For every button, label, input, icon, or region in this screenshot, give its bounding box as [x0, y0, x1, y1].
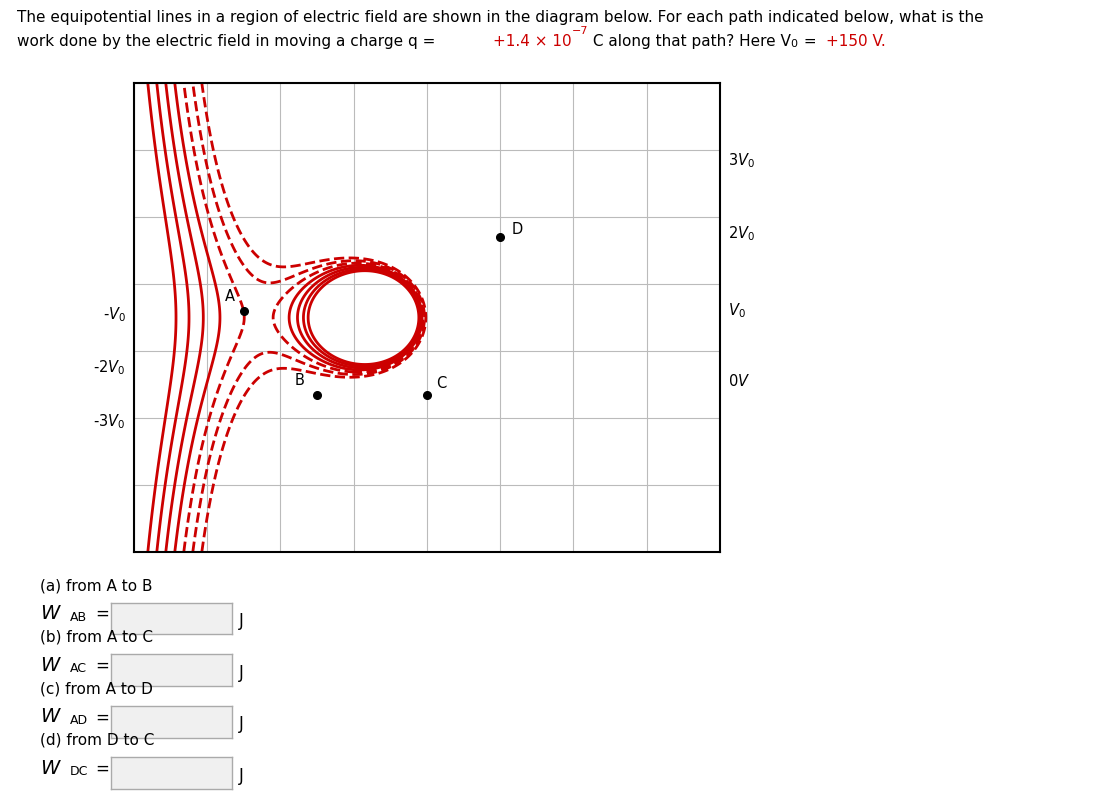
Text: $0V$: $0V$	[728, 373, 750, 389]
Text: (b) from A to C: (b) from A to C	[40, 630, 154, 645]
Text: =: =	[799, 34, 821, 49]
Text: J: J	[239, 612, 244, 630]
Text: C: C	[435, 376, 446, 391]
Text: D: D	[511, 222, 522, 237]
Text: $3V_0$: $3V_0$	[728, 151, 755, 170]
Text: $W$: $W$	[40, 656, 62, 675]
Text: The equipotential lines in a region of electric field are shown in the diagram b: The equipotential lines in a region of e…	[17, 10, 983, 25]
Text: $W$: $W$	[40, 759, 62, 778]
Text: $=$: $=$	[92, 656, 110, 674]
Text: AD: AD	[70, 714, 88, 727]
Text: $=$: $=$	[92, 604, 110, 622]
Text: -$2V_0$: -$2V_0$	[93, 358, 126, 377]
Text: AB: AB	[70, 611, 87, 623]
Text: (c) from A to D: (c) from A to D	[40, 681, 152, 696]
Text: 0: 0	[790, 39, 797, 49]
Text: $V_0$: $V_0$	[728, 302, 746, 320]
Text: (a) from A to B: (a) from A to B	[40, 578, 152, 593]
Text: AC: AC	[70, 662, 87, 675]
Text: +1.4 × 10: +1.4 × 10	[493, 34, 572, 49]
Text: J: J	[239, 715, 244, 734]
Text: -$V_0$: -$V_0$	[102, 305, 126, 324]
Text: $=$: $=$	[92, 759, 110, 777]
Text: $W$: $W$	[40, 604, 62, 623]
Text: $=$: $=$	[92, 707, 110, 726]
Text: $2V_0$: $2V_0$	[728, 225, 755, 243]
Text: C along that path? Here V: C along that path? Here V	[588, 34, 790, 49]
Text: -$3V_0$: -$3V_0$	[93, 412, 126, 430]
Text: J: J	[239, 767, 244, 785]
Text: (d) from D to C: (d) from D to C	[40, 733, 155, 748]
Text: $W$: $W$	[40, 707, 62, 727]
Text: −7: −7	[572, 26, 589, 37]
Text: +150 V.: +150 V.	[826, 34, 886, 49]
Text: work done by the electric field in moving a charge q =: work done by the electric field in movin…	[17, 34, 440, 49]
Text: A: A	[225, 289, 235, 304]
Text: DC: DC	[70, 765, 89, 778]
Text: B: B	[295, 373, 305, 388]
Text: J: J	[239, 664, 244, 682]
